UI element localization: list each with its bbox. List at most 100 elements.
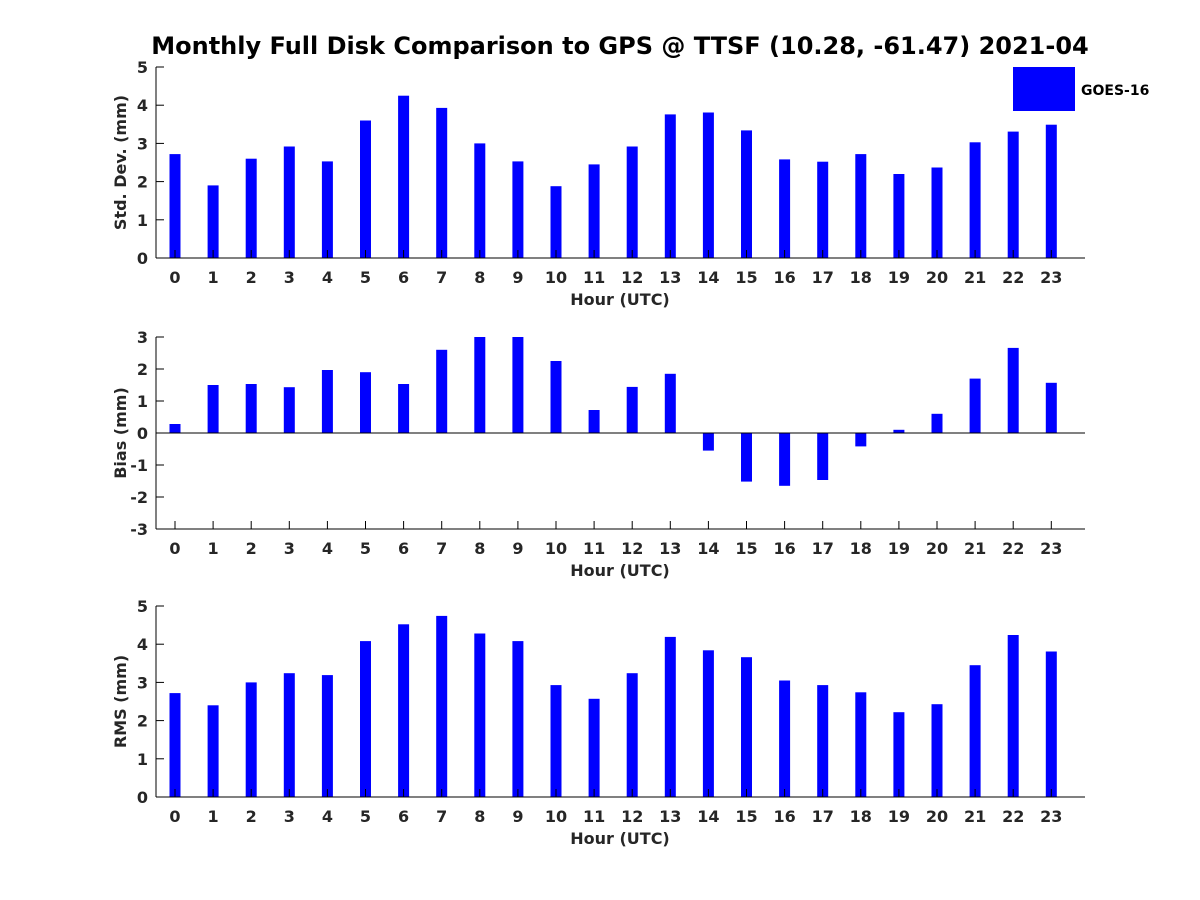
bias-ylabel: Bias (mm) — [111, 387, 130, 479]
bias-ytick-label: -3 — [130, 520, 148, 539]
std-dev-bar — [207, 185, 219, 258]
bias-bar — [207, 385, 219, 433]
rms-ytick-label: 4 — [137, 635, 148, 654]
bias-ytick-label: -1 — [130, 456, 148, 475]
std-dev-ytick-label: 0 — [137, 249, 148, 268]
bias-xtick-label: 3 — [284, 539, 295, 558]
rms-xtick-label: 17 — [812, 807, 834, 826]
bias-ytick-label: 0 — [137, 424, 148, 443]
rms-xtick-label: 9 — [512, 807, 523, 826]
std-dev-xtick-label: 12 — [621, 268, 643, 287]
bias-xtick-label: 8 — [474, 539, 485, 558]
bias-xtick-label: 20 — [926, 539, 948, 558]
rms-xtick-label: 21 — [964, 807, 986, 826]
rms-bar — [550, 685, 562, 797]
bias-xtick-label: 5 — [360, 539, 371, 558]
std-dev-xtick-label: 15 — [735, 268, 757, 287]
rms-bar — [1007, 635, 1019, 797]
rms-bar — [893, 712, 905, 797]
rms-bar — [931, 704, 943, 797]
std-dev-bar — [931, 167, 943, 258]
rms-xtick-label: 13 — [659, 807, 681, 826]
bias-xtick-label: 1 — [208, 539, 219, 558]
bias-bar — [931, 413, 943, 433]
std-dev-bar — [1007, 131, 1019, 258]
bias-xtick-label: 0 — [169, 539, 180, 558]
rms-xtick-label: 12 — [621, 807, 643, 826]
rms-xtick-label: 22 — [1002, 807, 1024, 826]
std-dev-bar — [817, 161, 829, 258]
bias-xtick-label: 10 — [545, 539, 567, 558]
rms-xtick-label: 0 — [169, 807, 180, 826]
bias-ytick-label: 2 — [137, 360, 148, 379]
legend-label: GOES-16 — [1081, 83, 1149, 99]
legend-swatch — [1013, 67, 1075, 111]
std-dev-ytick-label: 2 — [137, 173, 148, 192]
bias-bar — [817, 433, 829, 480]
std-dev-xtick-label: 18 — [850, 268, 872, 287]
bias-xtick-label: 19 — [888, 539, 910, 558]
bias-bar — [512, 337, 524, 433]
std-dev-xtick-label: 16 — [773, 268, 795, 287]
rms-ytick-label: 1 — [137, 750, 148, 769]
std-dev-bar — [360, 120, 371, 258]
rms-bar — [1045, 651, 1057, 797]
bias-bar — [283, 387, 295, 433]
std-dev-xtick-label: 20 — [926, 268, 948, 287]
bias-bar — [893, 429, 905, 433]
std-dev-bar — [1045, 124, 1057, 258]
std-dev-ytick-label: 3 — [137, 134, 148, 153]
std-dev-ytick-label: 4 — [137, 96, 148, 115]
std-dev-xtick-label: 8 — [474, 268, 485, 287]
rms-xtick-label: 19 — [888, 807, 910, 826]
rms-xtick-label: 4 — [322, 807, 333, 826]
std-dev-xtick-label: 5 — [360, 268, 371, 287]
bias-xtick-label: 22 — [1002, 539, 1024, 558]
rms-xtick-label: 2 — [246, 807, 257, 826]
std-dev-xtick-label: 3 — [284, 268, 295, 287]
std-dev-bar — [436, 107, 448, 259]
bias-bar — [550, 361, 562, 433]
std-dev-xtick-label: 0 — [169, 268, 180, 287]
bias-bar — [626, 386, 638, 433]
std-dev-bar — [702, 112, 714, 258]
std-dev-bar — [664, 114, 676, 259]
rms-bar — [360, 641, 371, 797]
rms-bar — [664, 636, 676, 797]
rms-bar — [283, 673, 295, 797]
rms-xtick-label: 16 — [773, 807, 795, 826]
bias-bar — [398, 384, 410, 433]
bias-bar — [474, 337, 486, 433]
std-dev-bar — [855, 154, 867, 258]
std-dev-bar — [321, 161, 333, 258]
std-dev-xtick-label: 19 — [888, 268, 910, 287]
bias-xtick-label: 18 — [850, 539, 872, 558]
rms-ytick-label: 3 — [137, 673, 148, 692]
rms-bar — [436, 615, 448, 797]
std-dev-bar — [588, 164, 600, 258]
bias-bar — [702, 433, 714, 451]
rms-bar — [817, 685, 829, 797]
std-dev-xtick-label: 17 — [812, 268, 834, 287]
rms-xtick-label: 18 — [850, 807, 872, 826]
bias-bar — [360, 372, 371, 433]
std-dev-bar — [283, 146, 295, 258]
bias-xlabel: Hour (UTC) — [570, 561, 670, 580]
rms-bar — [588, 698, 600, 797]
std-dev-xtick-label: 13 — [659, 268, 681, 287]
std-dev-xtick-label: 7 — [436, 268, 447, 287]
chart-title: Monthly Full Disk Comparison to GPS @ TT… — [151, 32, 1089, 60]
std-dev-xtick-label: 11 — [583, 268, 605, 287]
std-dev-bar — [474, 143, 486, 258]
std-dev-xlabel: Hour (UTC) — [570, 290, 670, 309]
rms-bar — [969, 665, 981, 797]
std-dev-xtick-label: 4 — [322, 268, 333, 287]
std-dev-bar — [969, 142, 981, 258]
std-dev-bar — [893, 174, 905, 258]
rms-ytick-label: 2 — [137, 712, 148, 731]
rms-bar — [741, 657, 752, 797]
rms-bar — [779, 680, 791, 797]
rms-xtick-label: 20 — [926, 807, 948, 826]
